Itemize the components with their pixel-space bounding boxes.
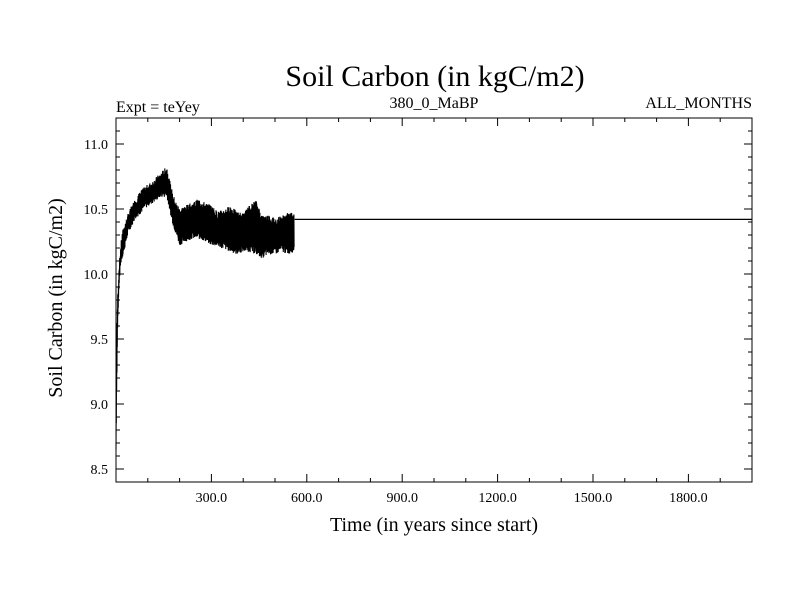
x-tick-label: 1500.0: [574, 491, 613, 506]
y-tick-label: 8.5: [91, 463, 109, 478]
y-tick-label: 10.0: [84, 268, 109, 283]
x-axis-label: Time (in years since start): [330, 514, 538, 536]
plot-frame: [115, 117, 753, 483]
run-id-label: 380_0_MaBP: [390, 95, 479, 112]
months-label: ALL_MONTHS: [645, 95, 752, 112]
y-axis-label: Soil Carbon (in kgC/m2): [45, 198, 67, 397]
plot-area: [115, 168, 752, 450]
y-tick-label: 9.0: [91, 398, 109, 413]
x-tick-label: 1800.0: [669, 491, 708, 506]
y-tick-label: 11.0: [84, 138, 108, 153]
x-tick-label: 300.0: [196, 491, 228, 506]
axes: 300.0 600.0 900.0 1200.0 1500.0 1800.0 8.5 9.0 9…: [84, 117, 753, 506]
experiment-label: Expt = teYey: [116, 99, 200, 116]
x-tick-label: 600.0: [291, 491, 323, 506]
chart-title: Soil Carbon (in kgC/m2): [285, 60, 584, 93]
x-tick-label: 1200.0: [478, 491, 517, 506]
y-tick-label: 10.5: [84, 203, 109, 218]
x-tick-label: 900.0: [386, 491, 418, 506]
series-0-noisy-segment: [115, 168, 295, 450]
y-tick-label: 9.5: [91, 333, 109, 348]
